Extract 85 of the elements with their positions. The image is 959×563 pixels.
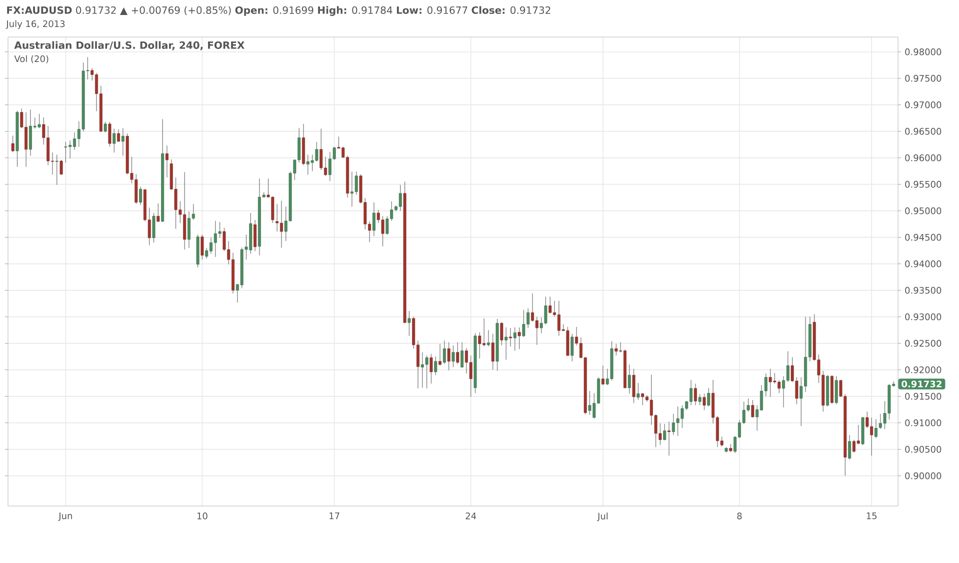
annotation: Australian Dollar/U.S. Dollar, 240, FOREX <box>14 41 244 50</box>
x-tick-label: 24 <box>466 512 476 520</box>
y-tick-label: 0.93500 <box>905 286 942 294</box>
candlestick <box>442 340 446 364</box>
y-tick-label: 0.93000 <box>905 313 942 320</box>
candlestick <box>112 128 116 153</box>
x-tick-label: 10 <box>197 512 208 520</box>
candlestick <box>354 171 358 196</box>
y-tick-label: 0.94500 <box>905 234 942 241</box>
y-tick-label: 0.97000 <box>905 101 942 108</box>
x-tick-label: 8 <box>737 512 742 520</box>
candlestick <box>548 296 552 314</box>
candlestick <box>55 154 58 186</box>
candlestick <box>504 327 508 360</box>
candlestick <box>434 356 438 376</box>
candlestick <box>601 365 604 386</box>
y-tick-label: 0.98000 <box>905 48 942 56</box>
candlestick <box>156 203 160 222</box>
candlestick <box>139 186 142 206</box>
candlestick <box>518 327 521 350</box>
candlestick <box>707 388 710 407</box>
candlestick <box>628 364 631 394</box>
candlestick <box>11 135 14 152</box>
y-tick-label: 0.95500 <box>905 180 942 188</box>
candlestick <box>694 383 697 406</box>
candlestick <box>456 342 460 364</box>
y-tick-label: 0.91500 <box>905 392 942 400</box>
candlestick <box>408 310 411 336</box>
y-tick-label: 0.97500 <box>905 74 942 82</box>
candlestick <box>478 332 482 359</box>
candlestick <box>166 145 168 178</box>
candlestick <box>60 160 63 176</box>
candlestick <box>254 220 257 252</box>
y-tick-label: 0.92500 <box>905 340 942 347</box>
y-tick-label: 0.92000 <box>905 366 942 374</box>
candlestick <box>64 142 68 163</box>
y-tick-label: 0.95000 <box>905 207 942 214</box>
candlestick <box>491 333 494 370</box>
candlestick <box>702 393 706 410</box>
candlestick <box>500 322 504 346</box>
x-tick-label: Jun <box>58 512 72 521</box>
candlestick <box>614 344 618 356</box>
chart-title: FX:AUDUSD 0.91732 ▲ +0.00769 (+0.85%) Open: 0.91699 High: 0.91784 Low: 0.91677 Close: 0.91732 <box>7 6 550 16</box>
y-tick-label: 0.90000 <box>905 472 942 480</box>
y-tick-label: 0.90500 <box>905 446 942 453</box>
candlestick <box>372 202 376 237</box>
text: 0.91732 <box>902 380 942 388</box>
candlestick <box>570 333 574 362</box>
candlestick <box>663 424 666 441</box>
candlestick <box>430 354 433 384</box>
candlestick <box>438 344 442 366</box>
candlestick <box>200 234 204 260</box>
candlestick <box>460 342 464 368</box>
candlestick <box>698 394 702 406</box>
y-tick-label: 0.96000 <box>905 154 942 162</box>
y-tick-label: 0.91000 <box>905 419 942 426</box>
x-tick-label: 17 <box>330 512 340 520</box>
candlestick <box>848 434 852 460</box>
y-tick-label: 0.94000 <box>905 260 942 268</box>
x-tick-label: Jul <box>597 512 608 522</box>
candlestick <box>751 400 754 418</box>
candlestick <box>108 121 112 147</box>
candlestick <box>632 368 636 404</box>
y-tick-label: 0.96500 <box>905 128 942 135</box>
candlestick <box>276 204 279 232</box>
candlestick <box>117 128 120 142</box>
candlestick <box>152 212 156 243</box>
candlestick <box>452 345 455 368</box>
candlestick <box>486 330 490 347</box>
candlestick <box>447 342 450 371</box>
candlestick <box>668 421 670 456</box>
candlestick <box>636 382 640 400</box>
candlestick <box>513 327 516 352</box>
candlestick <box>509 328 512 347</box>
candlestick <box>398 184 402 212</box>
x-tick-label: 15 <box>866 512 877 520</box>
candlestick <box>425 355 428 389</box>
annotation: Vol (20) <box>14 55 48 64</box>
candlestick <box>834 376 838 405</box>
candlestick <box>874 418 878 438</box>
candlestick <box>104 121 107 133</box>
candlestick <box>641 392 644 406</box>
candlestick <box>522 310 526 338</box>
chart-subtitle: July 16, 2013 <box>6 20 65 29</box>
candlestick <box>121 128 124 156</box>
